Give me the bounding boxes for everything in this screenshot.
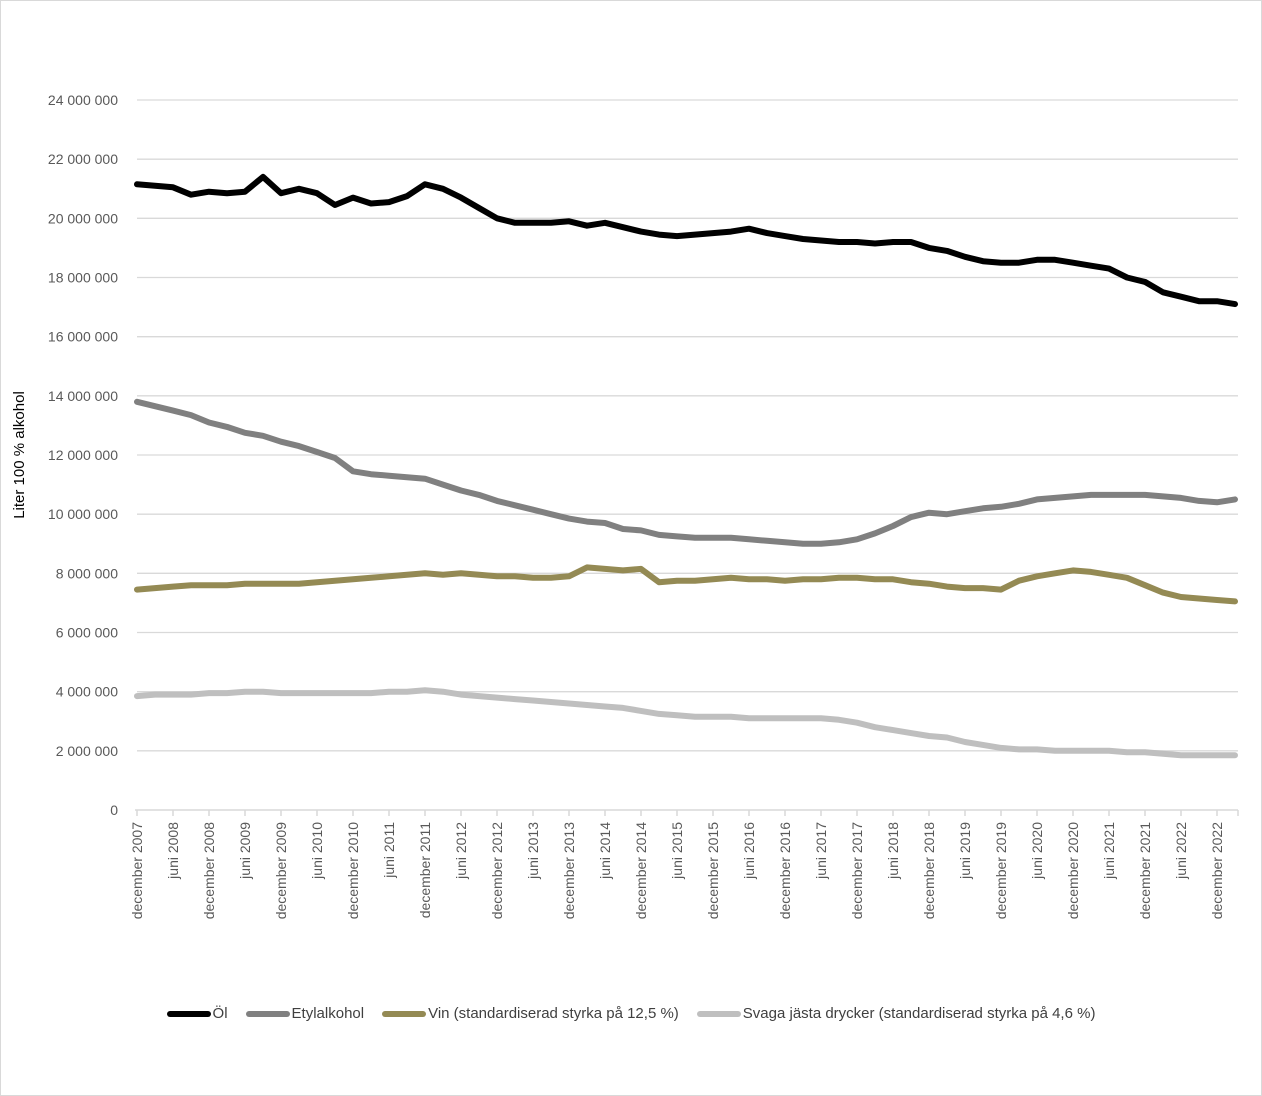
line-chart: 0 2 000 000 4 000 000 6 000 000 8 000 000 10 … (11, 92, 1239, 920)
x-tick-label: juni 2020 (1029, 822, 1045, 880)
y-tick-label: 16 000 000 (48, 329, 118, 345)
legend-label: Öl (212, 1005, 228, 1022)
x-axis-ticks: december 2007 juni 2008 december 2008 juni … (129, 810, 1239, 920)
x-tick-label: juni 2019 (957, 822, 973, 880)
legend-swatch (166, 1010, 211, 1017)
y-tick-label: 4 000 000 (56, 684, 118, 700)
y-tick-label: 22 000 000 (48, 151, 118, 167)
gridlines (137, 99, 1238, 752)
x-tick-label: december 2015 (705, 822, 721, 920)
y-tick-label: 8 000 000 (56, 565, 118, 581)
y-tick-label: 10 000 000 (48, 506, 118, 522)
x-tick-label: december 2009 (273, 822, 289, 920)
legend-item: Svaga jästa drycker (standardiserad styr… (696, 1005, 1096, 1022)
x-tick-label: juni 2008 (165, 822, 181, 880)
y-axis-ticks: 0 2 000 000 4 000 000 6 000 000 8 000 000 10 … (48, 92, 118, 818)
x-tick-label: juni 2014 (597, 822, 613, 880)
y-tick-label: 14 000 000 (48, 388, 118, 404)
series-line-0 (134, 173, 1238, 308)
y-tick-label: 24 000 000 (48, 92, 118, 108)
x-tick-label: juni 2010 (309, 822, 325, 880)
y-tick-label: 2 000 000 (56, 743, 118, 759)
y-tick-label: 20 000 000 (48, 210, 118, 226)
x-tick-label: juni 2015 (669, 822, 685, 880)
x-tick-label: december 2008 (201, 822, 217, 920)
x-tick-label: december 2010 (345, 822, 361, 920)
x-tick-label: december 2019 (993, 822, 1009, 920)
legend-label: Svaga jästa drycker (standardiserad styr… (742, 1005, 1096, 1022)
x-tick-label: december 2018 (921, 822, 937, 920)
legend-label: Etylalkohol (291, 1005, 365, 1022)
x-tick-label: juni 2012 (453, 822, 469, 880)
series-line-3 (134, 687, 1238, 759)
legend-swatch (696, 1010, 741, 1017)
series-line-1 (134, 398, 1238, 547)
x-tick-label: juni 2021 (1101, 822, 1117, 880)
y-tick-label: 12 000 000 (48, 447, 118, 463)
x-tick-label: december 2016 (777, 822, 793, 920)
legend: Öl Etylalkohol Vin (standardiserad styrka … (0, 1005, 1262, 1022)
x-tick-label: december 2017 (849, 822, 865, 920)
legend-label: Vin (standardiserad styrka på 12,5 %) (428, 1005, 679, 1022)
x-tick-label: juni 2016 (741, 822, 757, 880)
y-axis-label: Liter 100 % alkohol (11, 391, 28, 519)
x-tick-label: juni 2022 (1173, 822, 1189, 880)
x-tick-label: juni 2018 (885, 822, 901, 880)
y-tick-label: 0 (110, 802, 118, 818)
x-tick-label: juni 2011 (381, 822, 397, 879)
x-tick-label: december 2012 (489, 822, 505, 920)
x-tick-label: december 2021 (1137, 822, 1153, 920)
x-tick-label: juni 2009 (237, 822, 253, 880)
x-tick-label: december 2011 (417, 822, 433, 918)
legend-swatch (245, 1010, 290, 1017)
x-tick-label: december 2007 (129, 822, 145, 920)
x-tick-label: december 2022 (1209, 822, 1225, 920)
legend-item: Etylalkohol (245, 1005, 365, 1022)
x-tick-label: december 2013 (561, 822, 577, 920)
y-tick-label: 6 000 000 (56, 625, 118, 641)
x-tick-label: juni 2013 (525, 822, 541, 880)
series-lines (134, 173, 1238, 759)
x-tick-label: december 2020 (1065, 822, 1081, 920)
y-tick-label: 18 000 000 (48, 270, 118, 286)
legend-item: Öl (166, 1005, 228, 1022)
legend-swatch (382, 1010, 427, 1017)
x-tick-label: december 2014 (633, 822, 649, 920)
series-line-2 (134, 564, 1238, 605)
x-tick-label: juni 2017 (813, 822, 829, 880)
legend-item: Vin (standardiserad styrka på 12,5 %) (382, 1005, 679, 1022)
